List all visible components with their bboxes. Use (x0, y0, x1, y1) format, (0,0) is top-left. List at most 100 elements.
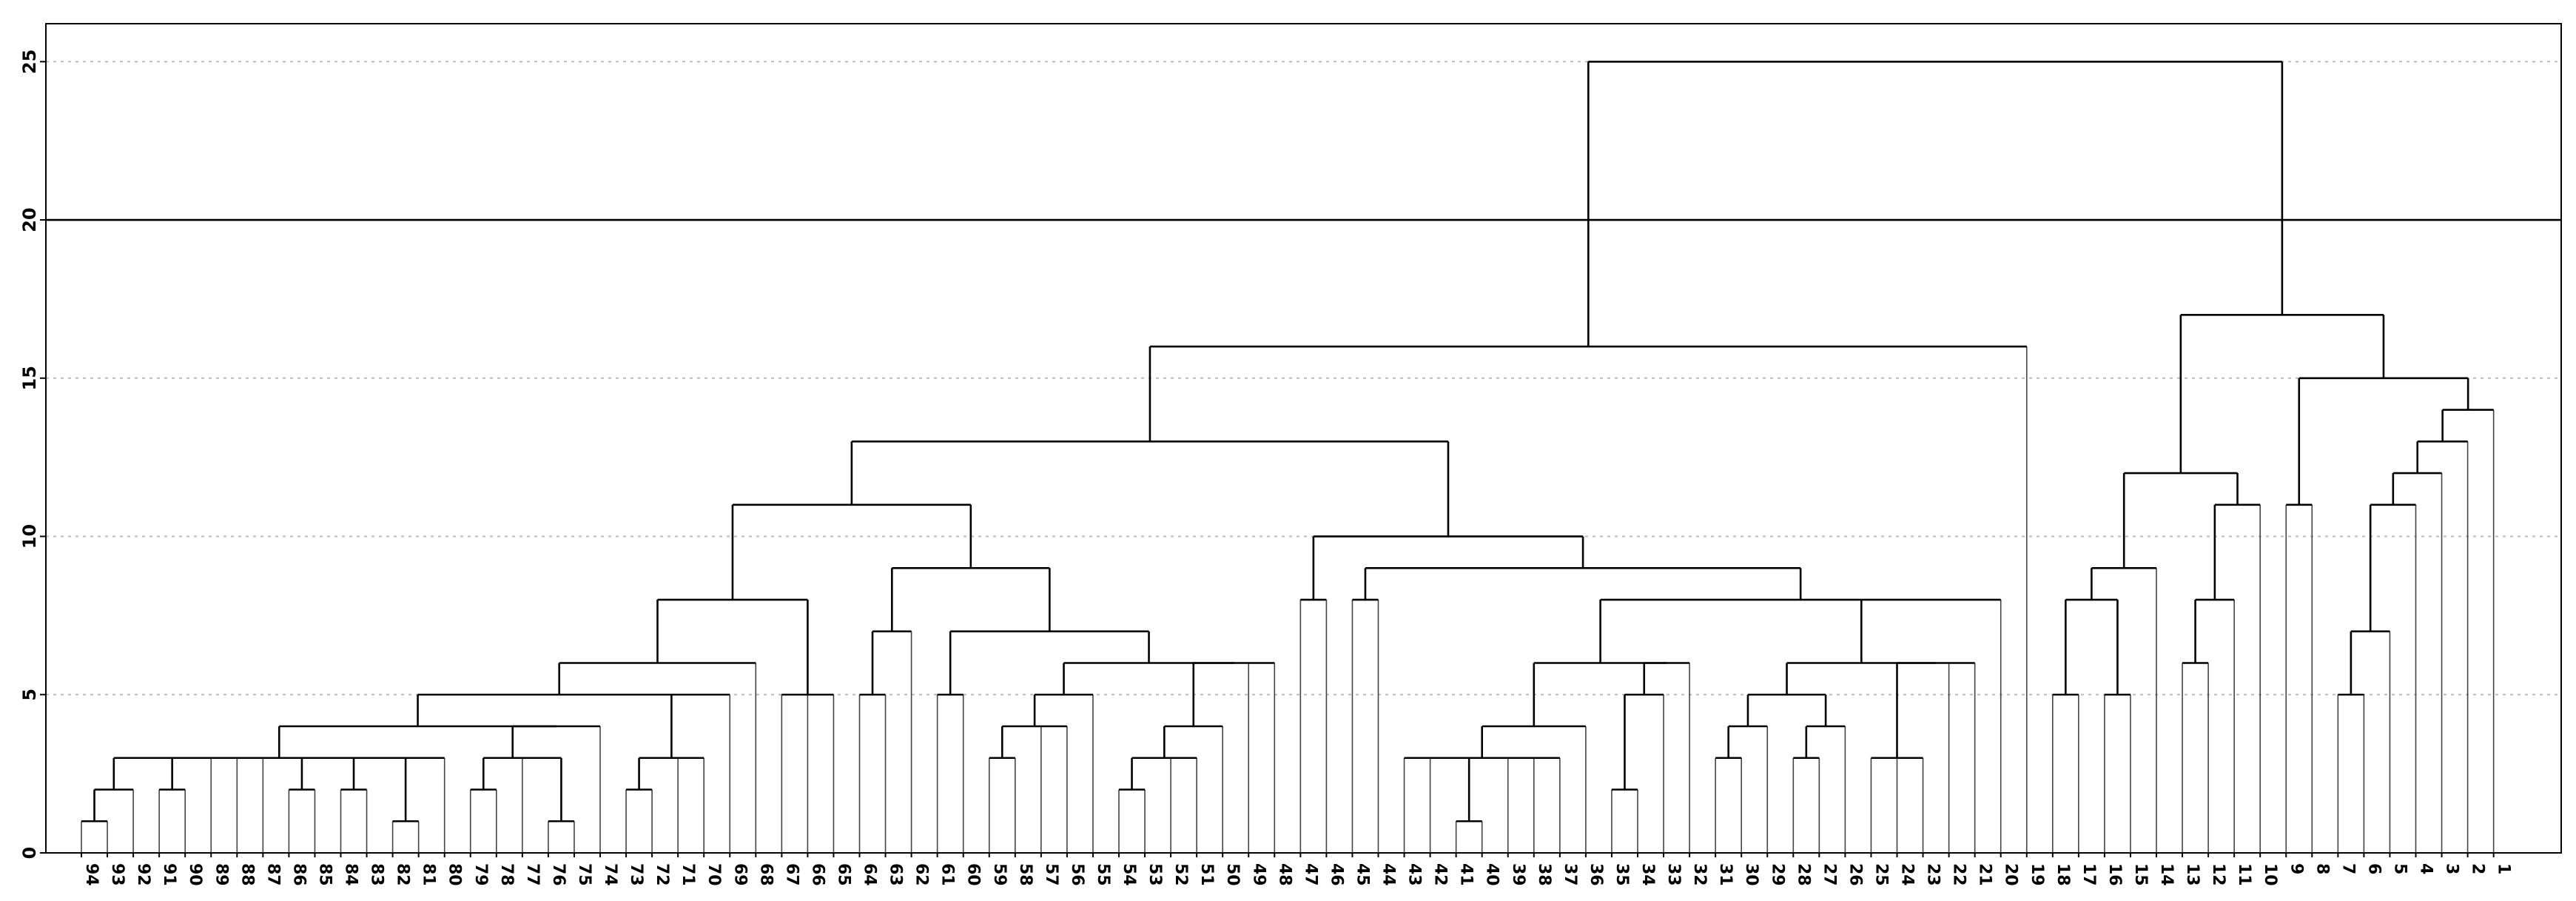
leaf-label-3: 3 (2443, 863, 2461, 874)
leaf-label-43: 43 (1405, 863, 1424, 886)
leaf-label-40: 40 (1483, 863, 1501, 886)
leaf-label-39: 39 (1509, 863, 1527, 886)
leaf-label-62: 62 (912, 863, 931, 886)
y-tick-label-10: 10 (19, 524, 40, 549)
leaf-label-63: 63 (887, 863, 905, 886)
leaf-label-10: 10 (2261, 863, 2279, 886)
leaf-label-87: 87 (263, 863, 282, 886)
leaf-label-5: 5 (2390, 863, 2409, 874)
leaf-label-2: 2 (2469, 863, 2487, 874)
leaf-label-89: 89 (212, 863, 230, 886)
leaf-label-44: 44 (1379, 863, 1398, 886)
leaf-label-56: 56 (1068, 863, 1086, 886)
leaf-label-41: 41 (1457, 863, 1476, 886)
leaf-label-93: 93 (108, 863, 127, 886)
leaf-label-6: 6 (2364, 863, 2383, 874)
leaf-label-27: 27 (1820, 863, 1838, 886)
leaf-label-8: 8 (2313, 863, 2331, 874)
leaf-label-37: 37 (1561, 863, 1579, 886)
leaf-label-69: 69 (730, 863, 749, 886)
leaf-label-12: 12 (2209, 863, 2227, 886)
leaf-label-36: 36 (1587, 863, 1605, 886)
leaf-label-20: 20 (2002, 863, 2020, 886)
leaf-label-19: 19 (2028, 863, 2046, 886)
leaf-label-65: 65 (834, 863, 852, 886)
leaf-label-48: 48 (1275, 863, 1294, 886)
leaf-label-31: 31 (1716, 863, 1735, 886)
leaf-label-14: 14 (2157, 863, 2176, 886)
leaf-label-24: 24 (1898, 863, 1917, 886)
leaf-label-52: 52 (1171, 863, 1190, 886)
y-tick-label-20: 20 (19, 207, 40, 232)
leaf-label-7: 7 (2338, 863, 2357, 874)
leaf-label-18: 18 (2054, 863, 2072, 886)
leaf-label-42: 42 (1431, 863, 1450, 886)
leaf-label-51: 51 (1197, 863, 1216, 886)
leaf-label-33: 33 (1664, 863, 1683, 886)
y-tick-label-0: 0 (19, 847, 40, 860)
leaf-label-59: 59 (990, 863, 1009, 886)
leaf-label-57: 57 (1042, 863, 1060, 886)
leaf-label-72: 72 (653, 863, 671, 886)
leaf-label-66: 66 (808, 863, 827, 886)
leaf-label-55: 55 (1094, 863, 1112, 886)
leaf-label-75: 75 (575, 863, 593, 886)
x-axis-leaf-labels: 94 93 92 91 90 89 88 87 86 85 84 83 82 81 80 79 78 77 76 75… (81, 853, 2513, 886)
leaf-label-67: 67 (782, 863, 801, 886)
leaf-label-46: 46 (1327, 863, 1345, 886)
leaf-label-50: 50 (1223, 863, 1242, 886)
leaf-label-35: 35 (1612, 863, 1631, 886)
leaf-label-1: 1 (2495, 863, 2513, 874)
leaf-label-77: 77 (523, 863, 542, 886)
leaf-label-60: 60 (964, 863, 983, 886)
leaf-label-17: 17 (2079, 863, 2098, 886)
leaf-label-88: 88 (238, 863, 256, 886)
plot-frame (45, 23, 2562, 854)
y-tick-label-15: 15 (19, 366, 40, 390)
leaf-label-73: 73 (627, 863, 645, 886)
dendrogram-links (81, 60, 2495, 853)
leaf-label-71: 71 (679, 863, 697, 886)
leaf-label-70: 70 (704, 863, 723, 886)
leaf-label-25: 25 (1872, 863, 1890, 886)
leaf-label-94: 94 (82, 863, 101, 886)
leaf-label-83: 83 (368, 863, 386, 886)
leaf-label-9: 9 (2287, 863, 2305, 874)
leaf-label-38: 38 (1535, 863, 1553, 886)
leaf-label-92: 92 (134, 863, 152, 886)
leaf-label-22: 22 (1950, 863, 1968, 886)
leaf-label-86: 86 (289, 863, 308, 886)
leaf-label-28: 28 (1794, 863, 1812, 886)
leaf-label-45: 45 (1353, 863, 1371, 886)
leaf-label-61: 61 (938, 863, 957, 886)
leaf-label-34: 34 (1638, 863, 1657, 886)
leaf-label-76: 76 (549, 863, 568, 886)
leaf-label-26: 26 (1846, 863, 1864, 886)
leaf-label-53: 53 (1146, 863, 1164, 886)
leaf-label-13: 13 (2183, 863, 2202, 886)
leaf-label-15: 15 (2131, 863, 2150, 886)
leaf-label-90: 90 (186, 863, 204, 886)
leaf-label-78: 78 (497, 863, 516, 886)
leaf-label-58: 58 (1016, 863, 1035, 886)
leaf-label-21: 21 (1976, 863, 1994, 886)
leaf-label-54: 54 (1120, 863, 1138, 886)
leaf-label-64: 64 (861, 863, 879, 886)
leaf-label-32: 32 (1690, 863, 1709, 886)
leaf-label-68: 68 (756, 863, 775, 886)
leaf-label-29: 29 (1768, 863, 1786, 886)
leaf-label-47: 47 (1301, 863, 1319, 886)
y-tick-label-25: 25 (19, 50, 40, 74)
leaf-label-74: 74 (601, 863, 619, 886)
y-axis-ticks: 0 5 10 15 20 25 (19, 50, 46, 860)
leaf-label-91: 91 (160, 863, 178, 886)
leaf-label-4: 4 (2417, 863, 2435, 874)
leaf-label-81: 81 (420, 863, 438, 886)
leaf-label-16: 16 (2105, 863, 2124, 886)
leaf-label-84: 84 (342, 863, 360, 886)
leaf-label-80: 80 (445, 863, 464, 886)
leaf-label-23: 23 (1924, 863, 1943, 886)
leaf-label-82: 82 (394, 863, 412, 886)
leaf-label-79: 79 (471, 863, 490, 886)
